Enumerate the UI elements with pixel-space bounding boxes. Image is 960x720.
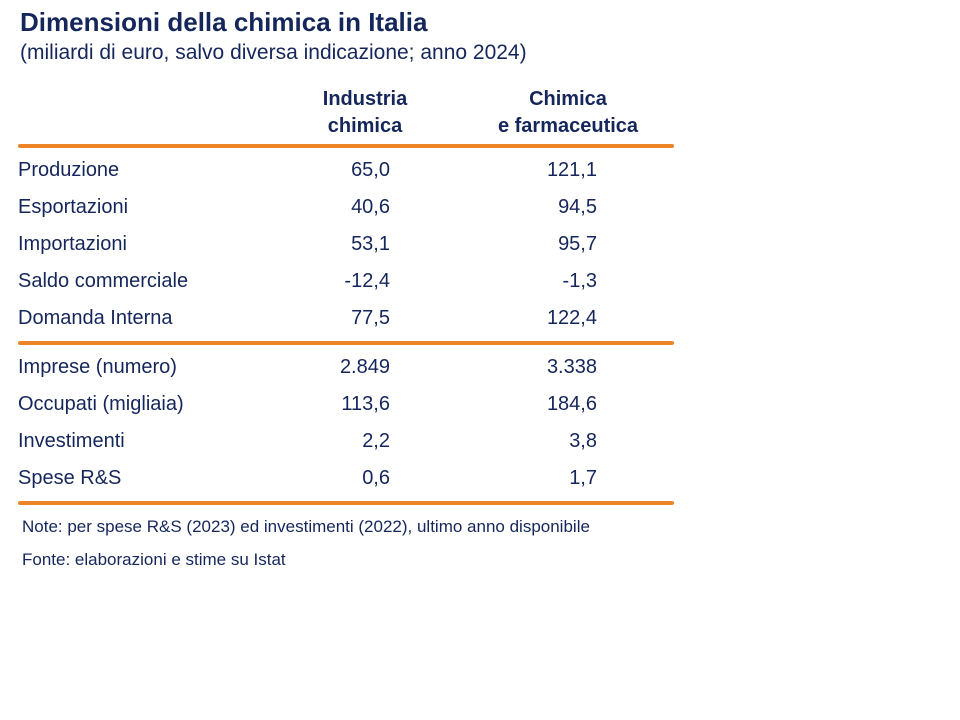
table-row: Investimenti 2,2 3,8 — [18, 423, 674, 460]
column-header-chimica-farmaceutica: Chimica e farmaceutica — [462, 86, 674, 140]
row-value-chimica-farmaceutica: 122,4 — [546, 307, 597, 329]
row-value-industria-chimica: 40,6 — [351, 196, 390, 218]
table-row: Spese R&S 0,6 1,7 — [18, 460, 674, 497]
orange-rule-bottom — [18, 501, 674, 505]
table-section-flows: Produzione 65,0 121,1 Esportazioni 40,6 … — [18, 148, 674, 341]
page-title: Dimensioni della chimica in Italia — [20, 7, 428, 37]
row-value-industria-chimica: 77,5 — [351, 307, 390, 329]
column-header-line: Chimica — [529, 88, 607, 110]
row-value-chimica-farmaceutica: -1,3 — [562, 270, 597, 292]
table-row: Occupati (migliaia) 113,6 184,6 — [18, 386, 674, 423]
row-value-industria-chimica: 65,0 — [351, 159, 390, 181]
table-section-structure: Imprese (numero) 2.849 3.338 Occupati (m… — [18, 345, 674, 501]
table-row: Imprese (numero) 2.849 3.338 — [18, 349, 674, 386]
row-value-industria-chimica: -12,4 — [344, 270, 390, 292]
source-text: Fonte: elaborazioni e stime su Istat — [22, 550, 286, 569]
orange-rule-top — [18, 144, 674, 148]
row-value-industria-chimica: 2,2 — [362, 430, 390, 452]
note-text: Note: per spese R&S (2023) ed investimen… — [22, 517, 590, 536]
column-header-line: chimica — [327, 115, 403, 137]
row-value-chimica-farmaceutica: 95,7 — [558, 233, 597, 255]
orange-rule-middle — [18, 341, 674, 345]
data-table: Industria chimica Chimica e farmaceutica… — [18, 84, 674, 505]
row-label: Importazioni — [18, 233, 127, 255]
table-row: Produzione 65,0 121,1 — [18, 152, 674, 189]
row-label: Imprese (numero) — [18, 356, 177, 378]
table-row: Importazioni 53,1 95,7 — [18, 226, 674, 263]
row-value-chimica-farmaceutica: 184,6 — [546, 393, 597, 415]
table-row: Saldo commerciale -12,4 -1,3 — [18, 263, 674, 300]
page-subtitle: (miliardi di euro, salvo diversa indicaz… — [20, 41, 527, 64]
row-label: Produzione — [18, 159, 120, 181]
column-header-line: e farmaceutica — [497, 115, 639, 137]
row-value-industria-chimica: 113,6 — [341, 393, 390, 415]
column-header-industria-chimica: Industria chimica — [268, 86, 462, 140]
row-label: Domanda Interna — [18, 307, 173, 329]
row-label: Investimenti — [18, 430, 125, 452]
row-label: Spese R&S — [18, 467, 122, 489]
row-value-industria-chimica: 2.849 — [339, 356, 390, 378]
row-value-chimica-farmaceutica: 121,1 — [546, 159, 597, 181]
row-value-chimica-farmaceutica: 94,5 — [558, 196, 597, 218]
row-value-industria-chimica: 0,6 — [362, 467, 390, 489]
row-label: Esportazioni — [18, 196, 129, 218]
row-value-chimica-farmaceutica: 1,7 — [569, 467, 597, 489]
column-header-line: Industria — [322, 88, 408, 110]
table-header: Industria chimica Chimica e farmaceutica — [18, 84, 674, 144]
table-row: Domanda Interna 77,5 122,4 — [18, 300, 674, 337]
row-value-industria-chimica: 53,1 — [351, 233, 390, 255]
row-label: Occupati (migliaia) — [18, 393, 184, 415]
row-value-chimica-farmaceutica: 3.338 — [546, 356, 597, 378]
row-label: Saldo commerciale — [18, 270, 189, 292]
row-value-chimica-farmaceutica: 3,8 — [569, 430, 597, 452]
table-row: Esportazioni 40,6 94,5 — [18, 189, 674, 226]
